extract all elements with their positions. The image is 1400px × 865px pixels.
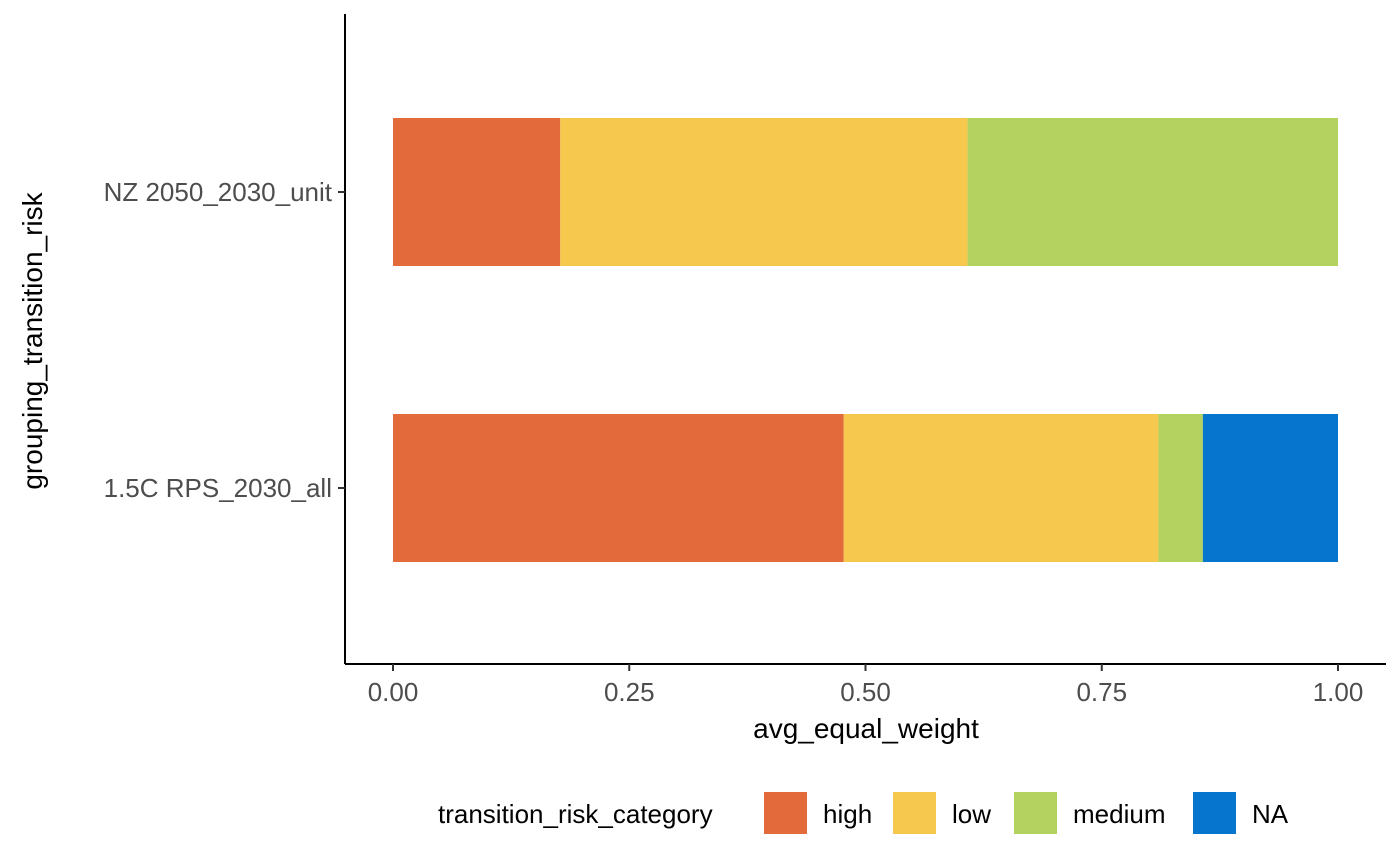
bar-nz-2050-2030-unit-low <box>560 118 968 266</box>
legend-label-na: NA <box>1252 799 1289 829</box>
y-tick-label: 1.5C RPS_2030_all <box>104 473 332 503</box>
legend-key-low <box>893 792 936 834</box>
legend-label-high: high <box>823 799 872 829</box>
legend-label-low: low <box>952 799 991 829</box>
legend-key-na <box>1193 792 1236 834</box>
y-axis-ticks: NZ 2050_2030_unit 1.5C RPS_2030_all <box>104 177 345 503</box>
x-axis-title: avg_equal_weight <box>753 713 979 744</box>
bar-nz-2050-2030-unit-medium <box>967 118 1338 266</box>
legend-key-medium <box>1014 792 1057 834</box>
legend-title: transition_risk_category <box>438 799 713 829</box>
y-tick-label: NZ 2050_2030_unit <box>104 177 333 207</box>
x-tick-label: 1.00 <box>1313 677 1364 707</box>
x-tick-label: 0.00 <box>368 677 419 707</box>
x-tick-label: 0.50 <box>840 677 891 707</box>
legend-key-high <box>764 792 807 834</box>
bar-1-5c-rps-2030-all-na <box>1202 414 1338 562</box>
bar-1-5c-rps-2030-all-medium <box>1158 414 1203 562</box>
bar-nz-2050-2030-unit-high <box>393 118 561 266</box>
x-tick-label: 0.75 <box>1076 677 1127 707</box>
x-tick-label: 0.25 <box>604 677 655 707</box>
x-axis-ticks: 0.00 0.25 0.50 0.75 1.00 <box>368 664 1364 707</box>
legend: transition_risk_category high low medium NA <box>438 792 1289 834</box>
bar-1-5c-rps-2030-all-low <box>843 414 1159 562</box>
bars-layer <box>393 118 1338 562</box>
y-axis-title: grouping_transition_risk <box>17 191 48 489</box>
legend-label-medium: medium <box>1073 799 1165 829</box>
bar-1-5c-rps-2030-all-high <box>393 414 844 562</box>
